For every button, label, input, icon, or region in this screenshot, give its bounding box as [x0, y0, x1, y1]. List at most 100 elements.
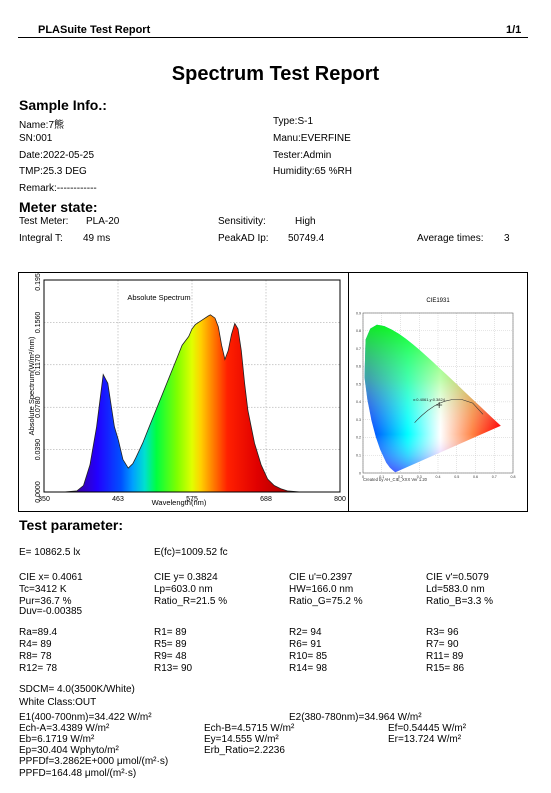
cie1931-chart: CIE1931 x:0.4061,y:0.3824 0 0.1 0.2 0.3 0.4 0…	[356, 298, 516, 482]
header-divider	[18, 37, 528, 38]
integral-time-value: 49 ms	[83, 233, 111, 244]
spectrum-xtick: 350	[38, 496, 50, 503]
spectrum-xtick: 463	[112, 496, 124, 503]
cie-xtick: 0	[362, 475, 364, 479]
color-rendering-value: R5= 89	[154, 639, 187, 650]
color-rendering-value: Ra=89.4	[19, 627, 58, 638]
param-row3-col4: Ratio_B=3.3 %	[426, 596, 493, 607]
cie-xtick: 0.2	[398, 475, 403, 479]
ep-value: Ep=30.404 Wphyto/m²	[19, 745, 119, 756]
spectrum-xtick: 688	[260, 496, 272, 503]
sample-type: Type:S-1	[273, 116, 314, 127]
param-row2-col3: HW=166.0 nm	[289, 584, 354, 595]
illuminance-lx: E= 10862.5 lx	[19, 547, 81, 558]
param-row2-col1: Tc=3412 K	[19, 584, 67, 595]
sample-tester: Tester:Admin	[273, 150, 332, 161]
cie-ytick: 0	[359, 471, 361, 475]
average-times-value: 3	[504, 233, 510, 244]
spectrum-ytick: 0.0780	[35, 396, 42, 418]
sample-humidity: Humidity:65 %RH	[273, 166, 352, 177]
color-rendering-value: R3= 96	[426, 627, 459, 638]
sample-tmp: TMP:25.3 DEG	[19, 166, 87, 177]
color-rendering-value: R1= 89	[154, 627, 187, 638]
sample-name: Name:7熊	[19, 120, 65, 131]
duv-value: Duv=-0.00385	[19, 606, 83, 617]
spectrum-ytick: 0.0000	[35, 481, 42, 503]
cie-locus-overlay	[364, 324, 501, 473]
cie-ytick: 0.6	[356, 365, 361, 369]
ech-b-value: Ech-B=4.5715 W/m²	[204, 723, 295, 734]
sensitivity-value: High	[295, 216, 316, 227]
page-number: 1/1	[506, 24, 522, 36]
cie-ytick: 0.4	[356, 400, 361, 404]
ppfdf-value: PPFDf=3.2862E+000 μmol/(m²·s)	[19, 756, 169, 767]
cie-point-label: x:0.4061,y:0.3824	[413, 397, 446, 402]
color-rendering-value: R7= 90	[426, 639, 459, 650]
sample-sn: SN:001	[19, 133, 53, 144]
color-rendering-value: R12= 78	[19, 663, 58, 674]
eb-value: Eb=6.1719 W/m²	[19, 734, 95, 745]
cie-xtick: 0.6	[473, 475, 478, 479]
erb-ratio-value: Erb_Ratio=2.2236	[204, 745, 285, 756]
cie-xtick: 0.7	[492, 475, 497, 479]
cie-title: CIE1931	[426, 298, 450, 304]
er-value: Er=13.724 W/m²	[388, 734, 462, 745]
sdcm-value: SDCM= 4.0(3500K/White)	[19, 684, 135, 695]
spectrum-ytick: 0.1170	[35, 354, 42, 375]
cie-xtick: 0.8	[511, 475, 516, 479]
cie-xtick: 0.4	[436, 475, 441, 479]
color-rendering-value: R14= 98	[289, 663, 328, 674]
param-row1-col4: CIE v'=0.5079	[426, 572, 489, 583]
spectrum-xtick: 575	[186, 496, 198, 503]
ech-a-value: Ech-A=3.4389 W/m²	[19, 723, 110, 734]
cie-footer: Created by AH_CIE_XXX Ver 1.20	[363, 477, 428, 482]
spectrum-xlabel: Wavelength(nm)	[152, 498, 207, 507]
cie-xtick: 0.5	[454, 475, 459, 479]
color-rendering-value: R4= 89	[19, 639, 52, 650]
param-row3-col1: Pur=36.7 %	[19, 596, 72, 607]
sample-info-heading: Sample Info.:	[19, 97, 107, 113]
color-rendering-value: R15= 86	[426, 663, 465, 674]
ppfd-value: PPFD=164.48 μmol/(m²·s)	[19, 768, 137, 779]
absolute-spectrum-chart: 0.0000 0.0390 0.0780 0.1170 0.1560 0.1950 350…	[27, 273, 346, 507]
spectrum-ylabel: Absolute Spectrum(W/m²/nm)	[27, 336, 36, 435]
e1-value: E1(400-700nm)=34.422 W/m²	[19, 712, 152, 723]
peakad-label: PeakAD Ip:	[218, 233, 269, 244]
param-row1-col2: CIE y= 0.3824	[154, 572, 218, 583]
cie-measured-point	[436, 402, 443, 409]
param-row2-col4: Ld=583.0 nm	[426, 584, 485, 595]
illuminance-fc: E(fc)=1009.52 fc	[154, 547, 228, 558]
spectrum-title: Absolute Spectrum	[127, 293, 190, 302]
param-row1-col1: CIE x= 0.4061	[19, 572, 83, 583]
spectrum-area	[44, 314, 340, 493]
report-app-title: PLASuite Test Report	[38, 24, 151, 36]
spectrum-xtick: 800	[334, 496, 346, 503]
test-meter-value: PLA-20	[86, 216, 120, 227]
cie-ytick: 0.9	[356, 311, 361, 315]
chart-frame-divider	[348, 272, 349, 512]
param-row2-col2: Lp=603.0 nm	[154, 584, 213, 595]
test-parameter-heading: Test parameter:	[19, 517, 124, 533]
spectrum-plot-border	[43, 279, 341, 493]
peakad-value: 50749.4	[288, 233, 325, 244]
meter-state-heading: Meter state:	[19, 199, 98, 215]
ef-value: Ef=0.54445 W/m²	[388, 723, 467, 734]
color-rendering-value: R13= 90	[154, 663, 193, 674]
color-rendering-value: R9= 48	[154, 651, 187, 662]
cie-ytick: 0.3	[356, 418, 361, 422]
color-rendering-value: R8= 78	[19, 651, 52, 662]
ey-value: Ey=14.555 W/m²	[204, 734, 279, 745]
cie-ytick: 0.1	[356, 454, 361, 458]
white-class-value: White Class:OUT	[19, 697, 97, 708]
spectrum-ytick: 0.1950	[35, 273, 42, 291]
test-meter-label: Test Meter:	[19, 216, 69, 227]
param-row3-col2: Ratio_R=21.5 %	[154, 596, 228, 607]
cie-xtick: 0.1	[379, 475, 384, 479]
average-times-label: Average times:	[417, 233, 484, 244]
sample-manu: Manu:EVERFINE	[273, 133, 351, 144]
sample-remark: Remark:------------	[19, 183, 97, 194]
cie-ytick: 0.5	[356, 382, 361, 386]
chart-frame	[18, 272, 528, 512]
color-rendering-value: R6= 91	[289, 639, 322, 650]
param-row3-col3: Ratio_G=75.2 %	[289, 596, 363, 607]
